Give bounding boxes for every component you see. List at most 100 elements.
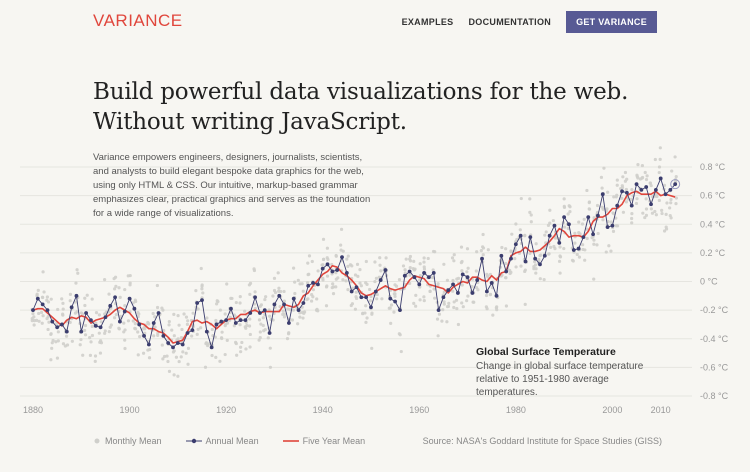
monthly-mean-point — [232, 324, 236, 328]
monthly-mean-point — [615, 224, 620, 228]
get-variance-button[interactable]: GET VARIANCE — [566, 11, 657, 33]
monthly-mean-point — [167, 319, 171, 324]
monthly-mean-point — [68, 299, 72, 303]
monthly-mean-point — [30, 316, 34, 321]
monthly-mean-point — [368, 287, 372, 292]
annual-mean-point — [64, 329, 69, 334]
monthly-mean-point — [61, 342, 66, 346]
monthly-mean-point — [481, 246, 486, 250]
monthly-mean-point — [117, 326, 121, 330]
x-tick-label: 1940 — [313, 405, 333, 415]
monthly-mean-point — [364, 259, 368, 264]
y-tick-label: -0.8 °C — [700, 391, 729, 401]
monthly-mean-point — [454, 298, 459, 302]
monthly-mean-point — [238, 301, 242, 305]
annual-mean-point — [200, 298, 204, 303]
monthly-mean-point — [305, 297, 309, 302]
monthly-mean-point — [324, 285, 329, 289]
annual-mean-point — [533, 256, 538, 261]
monthly-mean-point — [177, 323, 181, 327]
monthly-mean-point — [258, 304, 262, 308]
monthly-mean-point — [670, 169, 674, 173]
monthly-mean-point — [437, 312, 442, 316]
monthly-mean-point — [176, 374, 180, 378]
monthly-mean-point — [387, 306, 391, 310]
monthly-mean-point — [607, 244, 611, 248]
monthly-mean-point — [261, 323, 265, 328]
monthly-mean-point — [408, 273, 412, 277]
monthly-mean-point — [248, 345, 252, 349]
monthly-mean-point — [558, 254, 562, 258]
nav-documentation-link[interactable]: DOCUMENTATION — [468, 17, 552, 27]
monthly-mean-point — [271, 294, 275, 298]
monthly-mean-point — [321, 263, 325, 267]
monthly-mean-point — [184, 351, 188, 355]
monthly-mean-point — [61, 301, 65, 305]
monthly-mean-point — [155, 283, 159, 288]
monthly-mean-point — [611, 229, 616, 233]
monthly-mean-point — [350, 302, 355, 306]
monthly-mean-point — [674, 196, 679, 200]
monthly-mean-point — [166, 359, 170, 364]
monthly-mean-point — [412, 301, 416, 305]
annual-mean-point — [315, 282, 320, 287]
monthly-mean-point — [452, 305, 456, 310]
annual-mean-point — [407, 269, 412, 274]
monthly-mean-point — [88, 336, 92, 340]
monthly-mean-point — [133, 327, 138, 331]
monthly-mean-point — [614, 195, 618, 199]
monthly-mean-point — [176, 337, 180, 341]
x-tick-label: 1880 — [23, 405, 43, 415]
monthly-mean-point — [70, 339, 74, 343]
monthly-mean-point — [389, 303, 394, 307]
monthly-mean-point — [582, 217, 586, 221]
monthly-mean-point — [451, 278, 455, 283]
annual-mean-point — [644, 185, 649, 189]
monthly-mean-point — [258, 330, 262, 334]
annual-mean-point — [552, 223, 557, 228]
monthly-mean-point — [548, 221, 552, 225]
annual-mean-point — [60, 322, 64, 327]
y-tick-label: -0.2 °C — [700, 305, 729, 315]
monthly-mean-point — [450, 256, 455, 260]
monthly-mean-point — [669, 201, 673, 205]
monthly-mean-point — [309, 299, 314, 303]
annual-mean-point — [204, 329, 209, 334]
y-tick-label: 0.2 °C — [700, 248, 726, 258]
variance-logo[interactable]: VARIANCE — [93, 11, 183, 30]
monthly-mean-point — [55, 356, 60, 360]
monthly-mean-point — [128, 281, 132, 285]
monthly-mean-point — [418, 298, 422, 302]
monthly-mean-point — [204, 341, 209, 345]
monthly-mean-point — [510, 232, 514, 236]
monthly-mean-point — [660, 208, 664, 212]
monthly-mean-point — [669, 197, 673, 202]
monthly-mean-point — [445, 278, 450, 282]
monthly-mean-point — [552, 244, 556, 249]
monthly-mean-point — [74, 281, 78, 285]
monthly-mean-point — [604, 250, 608, 254]
monthly-mean-point — [669, 216, 673, 220]
annual-mean-point — [146, 342, 151, 347]
monthly-mean-point — [573, 241, 577, 245]
annual-mean-point — [229, 306, 233, 311]
monthly-mean-point — [460, 283, 464, 287]
monthly-mean-point — [664, 212, 668, 216]
monthly-mean-point — [172, 312, 176, 316]
monthly-mean-point — [393, 294, 397, 299]
monthly-mean-point — [368, 299, 373, 303]
monthly-mean-point — [440, 319, 444, 323]
monthly-mean-point — [426, 256, 430, 261]
monthly-mean-point — [615, 183, 619, 187]
annual-mean-point — [238, 318, 243, 323]
chart-title: Global Surface Temperature — [476, 346, 616, 358]
monthly-mean-point — [81, 353, 85, 357]
monthly-mean-point — [422, 256, 426, 260]
monthly-mean-point — [609, 249, 613, 253]
annual-mean-point — [301, 301, 306, 305]
nav-examples-link[interactable]: EXAMPLES — [401, 17, 454, 27]
monthly-mean-point — [73, 300, 78, 304]
monthly-mean-point — [143, 331, 147, 335]
annual-mean-point — [649, 202, 653, 207]
monthly-mean-point — [346, 287, 350, 292]
